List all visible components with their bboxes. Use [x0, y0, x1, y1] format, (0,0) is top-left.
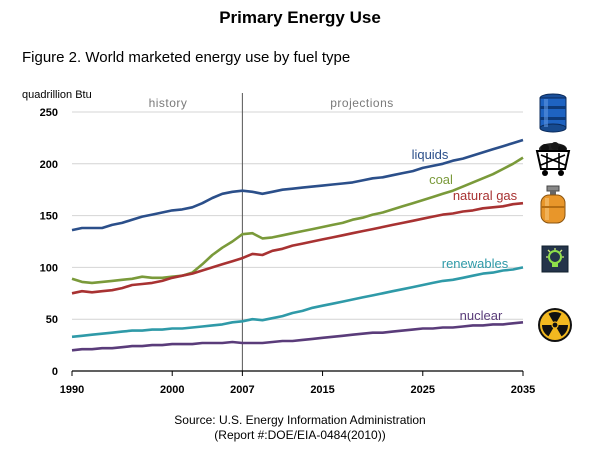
- x-tick-label: 1990: [60, 384, 84, 396]
- series-label-renewables: renewables: [442, 256, 509, 271]
- figure-caption: Figure 2. World marketed energy use by f…: [22, 49, 351, 66]
- light-bulb-icon: [541, 245, 569, 273]
- y-tick-label: 100: [40, 262, 58, 274]
- source-line: Source: U.S. Energy Information Administ…: [174, 413, 426, 427]
- series-line-liquids: [71, 138, 524, 232]
- series-label-liquids: liquids: [412, 147, 449, 162]
- x-tick-label: 2015: [310, 384, 334, 396]
- x-tick-label: 2007: [230, 384, 254, 396]
- axes: [71, 370, 524, 376]
- series-line-renewables: [71, 266, 524, 339]
- tick-labels: 0 50 100 150 200 250 1990 2000 2007 2015 2025 2035: [40, 107, 536, 396]
- y-tick-label: 150: [40, 211, 58, 223]
- y-tick-label: 250: [40, 107, 58, 119]
- series-line-coal: [71, 156, 524, 285]
- grid-lines: [72, 111, 523, 320]
- y-tick-label: 200: [40, 159, 58, 171]
- source-note: Source: U.S. Energy Information Administ…: [0, 413, 600, 443]
- oil-barrel-icon: [539, 93, 567, 133]
- x-tick-label: 2000: [160, 384, 184, 396]
- y-tick-label: 0: [52, 366, 58, 378]
- y-axis-label: quadrillion Btu: [22, 89, 92, 101]
- history-label: history: [149, 96, 188, 110]
- x-tick-label: 2025: [411, 384, 435, 396]
- series-line-natural-gas: [71, 201, 524, 295]
- radiation-icon: [538, 308, 572, 342]
- y-tick-label: 50: [46, 314, 58, 326]
- x-tick-label: 2035: [511, 384, 535, 396]
- report-line: (Report #:DOE/EIA-0484(2010)): [214, 428, 386, 442]
- page-title: Primary Energy Use: [219, 8, 381, 27]
- coal-cart-icon: [535, 142, 571, 176]
- gas-cylinder-icon: [540, 185, 566, 224]
- series-label-natural-gas: natural gas: [453, 188, 518, 203]
- series-line-nuclear: [71, 321, 524, 352]
- series-label-coal: coal: [429, 172, 453, 187]
- series-lines: [71, 138, 524, 352]
- projections-label: projections: [330, 96, 394, 110]
- series-label-nuclear: nuclear: [460, 308, 503, 323]
